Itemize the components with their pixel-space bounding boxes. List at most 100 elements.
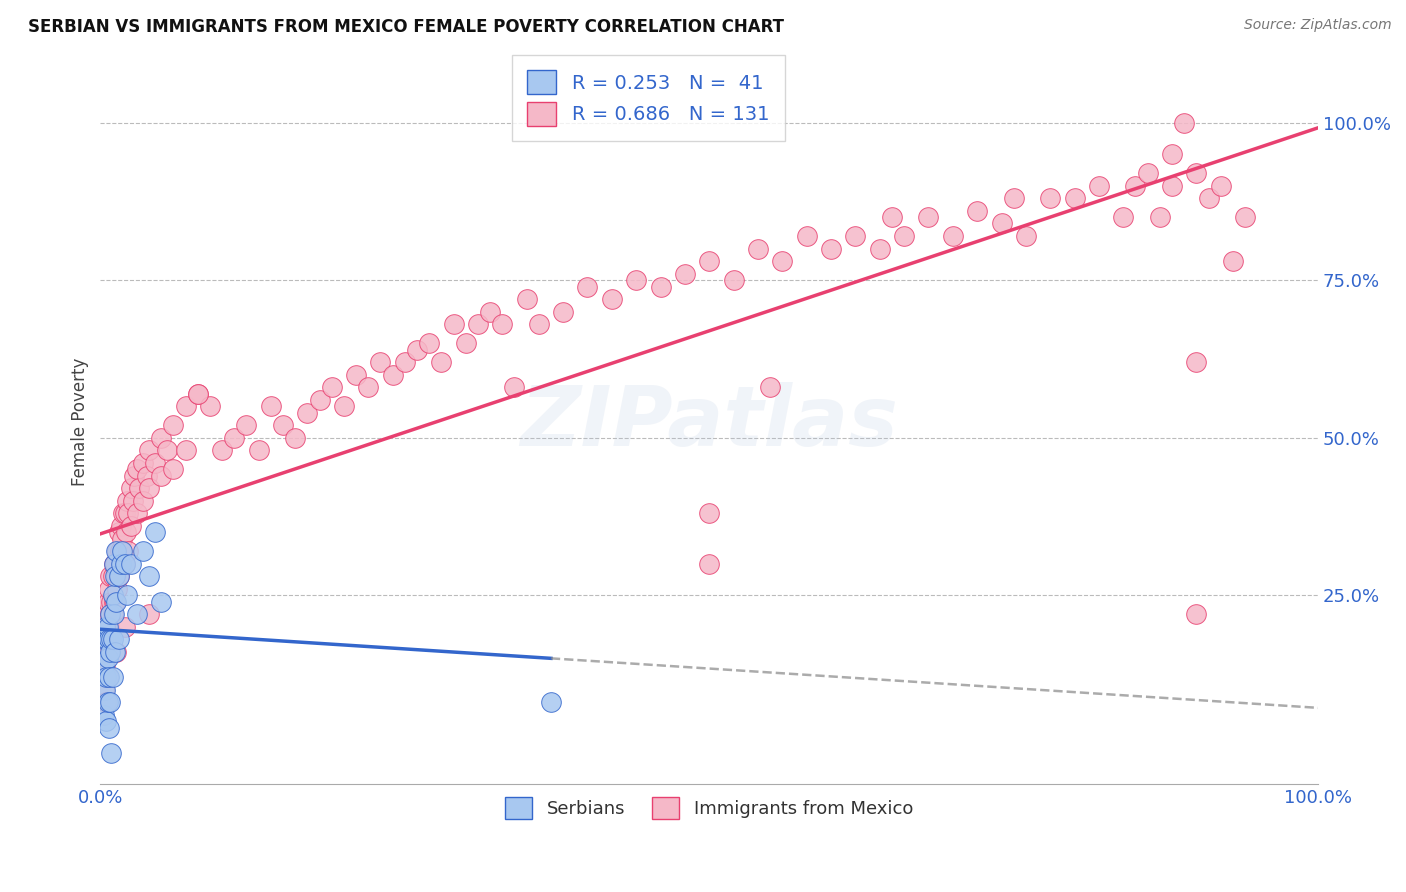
Point [107,525,129,540]
Point [97,594,120,608]
Point [333,399,356,413]
Point [94,607,117,622]
Point [105,544,128,558]
Point [162,462,184,476]
Point [308,392,330,407]
Point [1161,178,1184,193]
Point [138,481,160,495]
Point [198,399,221,413]
Point [103,557,125,571]
Point [1185,607,1208,622]
Point [114,507,136,521]
Point [156,443,179,458]
Point [114,557,136,571]
Point [138,607,160,622]
Point [770,254,793,268]
Point [93,632,115,647]
Point [187,386,209,401]
Point [105,594,128,608]
Point [1125,178,1147,193]
Point [101,670,124,684]
Point [406,343,429,357]
Point [96,670,118,684]
Point [1161,147,1184,161]
Legend: Serbians, Immigrants from Mexico: Serbians, Immigrants from Mexico [498,789,921,826]
Point [747,242,769,256]
Point [105,645,128,659]
Point [125,462,148,476]
Point [723,273,745,287]
Point [105,569,128,583]
Point [114,557,136,571]
Point [211,443,233,458]
Point [600,292,623,306]
Point [103,607,125,622]
Point [97,582,120,596]
Point [418,336,440,351]
Point [942,229,965,244]
Point [96,714,118,729]
Point [93,708,115,723]
Point [111,544,134,558]
Point [443,318,465,332]
Point [553,304,575,318]
Point [120,519,142,533]
Point [97,670,120,684]
Point [150,468,173,483]
Point [96,645,118,659]
Point [174,443,197,458]
Point [697,254,720,268]
Point [138,443,160,458]
Point [796,229,818,244]
Point [96,696,118,710]
Point [673,267,696,281]
Point [100,746,122,760]
Point [247,443,270,458]
Point [122,493,145,508]
Point [97,696,120,710]
Point [370,355,392,369]
Point [820,242,842,256]
Point [187,386,209,401]
Point [1088,178,1111,193]
Point [96,632,118,647]
Point [1198,191,1220,205]
Point [98,645,121,659]
Point [101,607,124,622]
Point [91,620,114,634]
Point [138,569,160,583]
Point [117,507,139,521]
Point [120,481,142,495]
Point [94,682,117,697]
Point [430,355,453,369]
Point [98,607,121,622]
Point [94,620,117,634]
Point [105,582,128,596]
Point [917,210,939,224]
Point [344,368,367,382]
Point [120,557,142,571]
Point [162,418,184,433]
Point [97,721,120,735]
Point [110,557,132,571]
Point [454,336,477,351]
Text: Source: ZipAtlas.com: Source: ZipAtlas.com [1244,18,1392,32]
Point [108,544,131,558]
Point [97,632,120,647]
Point [104,569,127,583]
Text: ZIPatlas: ZIPatlas [520,382,898,463]
Point [1015,229,1038,244]
Point [174,399,197,413]
Point [394,355,416,369]
Point [1063,191,1085,205]
Point [650,279,672,293]
Point [97,632,120,647]
Point [107,569,129,583]
Y-axis label: Female Poverty: Female Poverty [72,358,89,486]
Point [94,657,117,672]
Point [125,607,148,622]
Point [576,279,599,293]
Point [93,657,115,672]
Point [1209,178,1232,193]
Point [1136,166,1159,180]
